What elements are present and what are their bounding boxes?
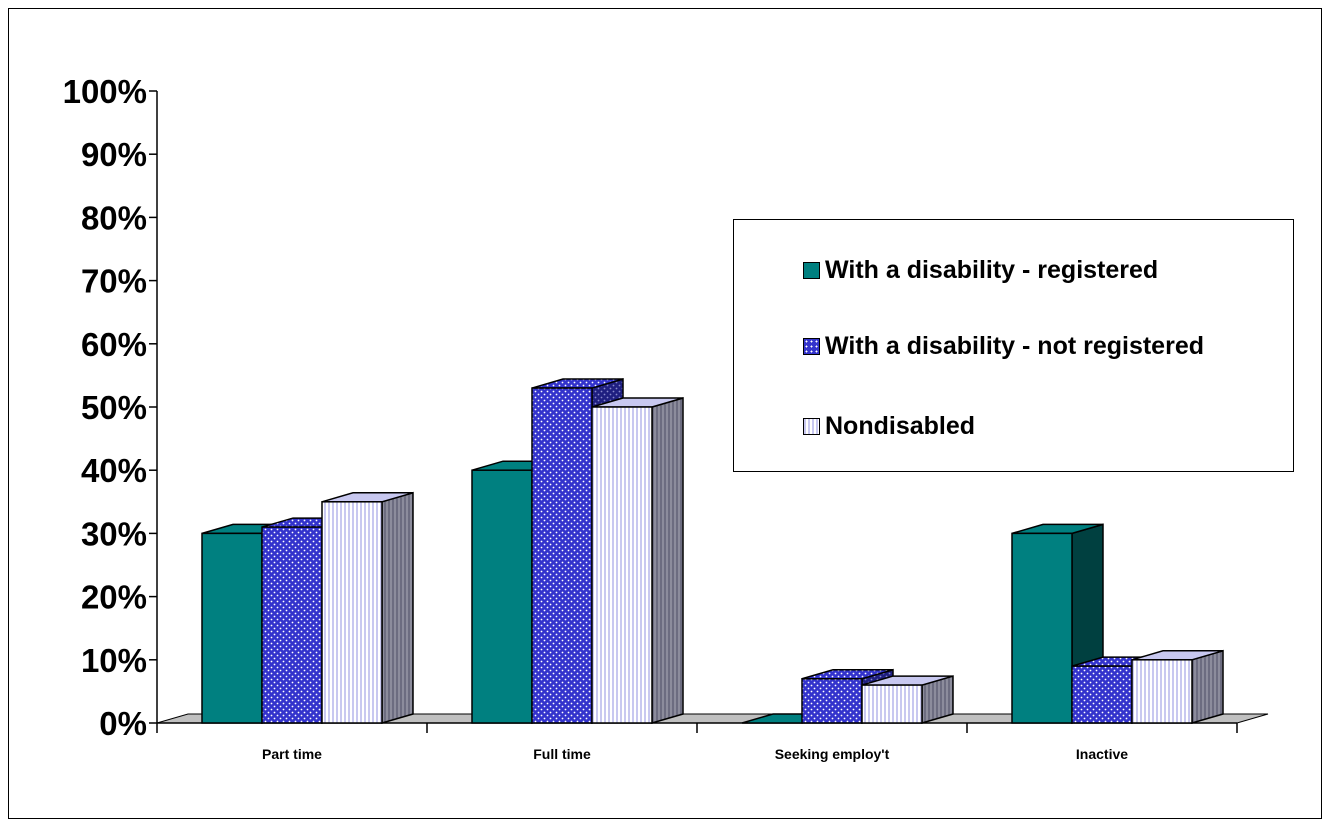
x-category-label: Full time xyxy=(533,746,591,762)
bar-side xyxy=(1191,649,1224,724)
y-tick-label: 80% xyxy=(81,199,147,236)
bar-front xyxy=(1071,665,1133,724)
bar-side xyxy=(381,491,414,724)
bar-front xyxy=(261,526,323,724)
legend-item-not-registered: With a disability - not registered xyxy=(803,331,1204,360)
legend-label-registered: With a disability - registered xyxy=(825,255,1159,284)
y-tick-label: 0% xyxy=(99,705,147,742)
y-tick-label: 60% xyxy=(81,326,147,363)
x-category-label: Part time xyxy=(262,746,322,762)
x-category-label: Seeking employ't xyxy=(775,746,890,762)
legend-label-nondisabled: Nondisabled xyxy=(825,411,976,440)
bar-front xyxy=(1131,659,1193,724)
legend-item-nondisabled: Nondisabled xyxy=(803,411,976,440)
legend-label-not-registered: With a disability - not registered xyxy=(825,331,1204,360)
legend-swatch-not-registered xyxy=(803,337,820,355)
legend-swatch-nondisabled xyxy=(803,417,820,435)
y-tick-label: 100% xyxy=(63,73,147,110)
bar xyxy=(591,397,684,724)
y-tick-label: 70% xyxy=(81,263,147,300)
bar-front xyxy=(801,678,863,724)
bar-front xyxy=(1011,532,1073,724)
legend-swatch-registered xyxy=(803,261,820,279)
bar-front xyxy=(471,469,533,724)
bar-front xyxy=(201,532,263,724)
bar-front xyxy=(591,406,653,724)
y-tick-label: 90% xyxy=(81,136,147,173)
bar-side xyxy=(651,397,684,724)
bar xyxy=(1131,649,1224,724)
bar xyxy=(321,491,414,724)
x-category-label: Inactive xyxy=(1076,746,1128,762)
bar-front xyxy=(321,501,383,724)
legend-item-registered: With a disability - registered xyxy=(803,255,1159,284)
y-tick-label: 10% xyxy=(81,642,147,679)
y-tick-label: 30% xyxy=(81,515,147,552)
bar xyxy=(861,675,954,724)
bar-front xyxy=(861,684,923,724)
y-tick-label: 50% xyxy=(81,389,147,426)
legend: With a disability - registered With a di… xyxy=(733,219,1294,472)
bar-front xyxy=(531,387,593,724)
y-tick-label: 20% xyxy=(81,579,147,616)
y-tick-label: 40% xyxy=(81,452,147,489)
